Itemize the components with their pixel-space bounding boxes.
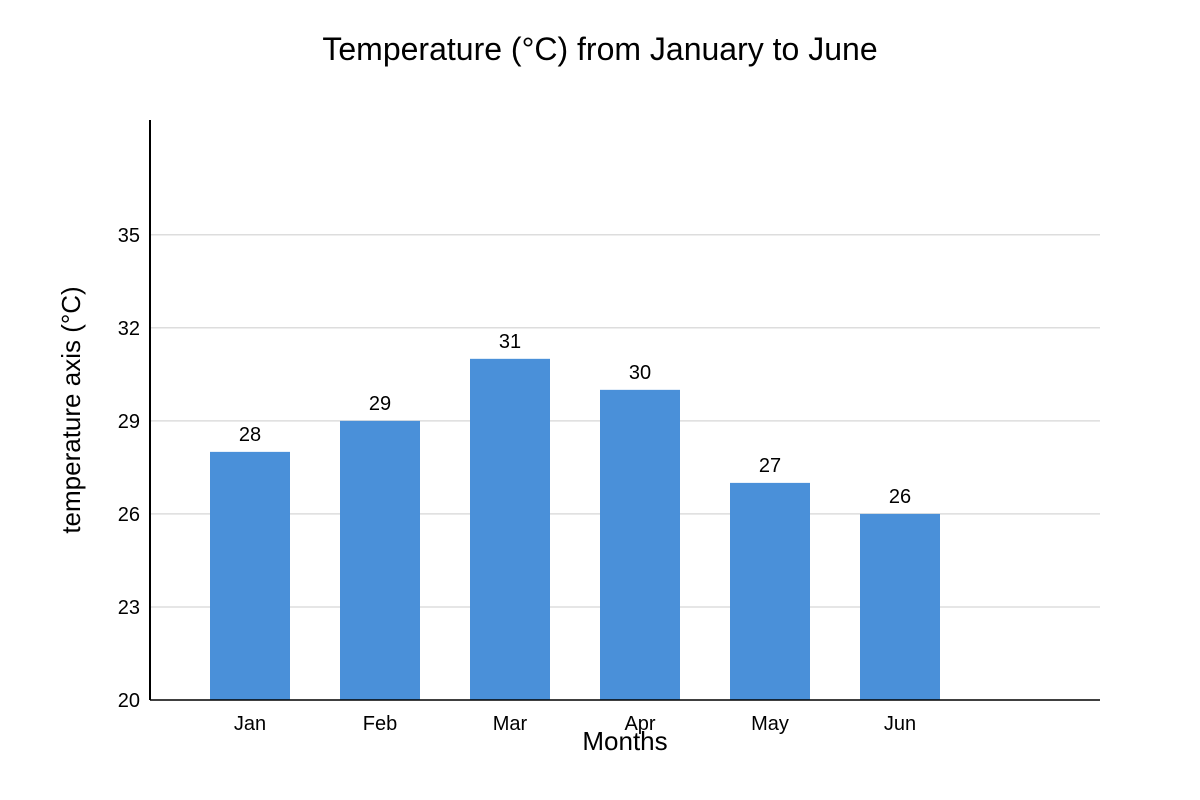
x-axis-title: Months <box>582 726 667 756</box>
value-label-jan: 28 <box>239 424 261 446</box>
value-label-jun: 26 <box>889 486 911 508</box>
chart-title: Temperature (°C) from January to June <box>322 31 877 67</box>
y-tick-label: 32 <box>118 318 140 340</box>
bar-feb <box>340 420 420 700</box>
bar-jan <box>210 451 290 700</box>
x-tick-label-mar: Mar <box>493 713 528 735</box>
bar-jun <box>860 513 940 700</box>
x-tick-label-feb: Feb <box>363 713 397 735</box>
value-label-mar: 31 <box>499 331 521 353</box>
bar-may <box>730 482 810 700</box>
y-tick-label: 29 <box>118 411 140 433</box>
x-tick-label-jun: Jun <box>884 713 916 735</box>
y-tick-label: 20 <box>118 690 140 712</box>
value-labels: 28 29 31 30 27 26 <box>239 331 911 508</box>
y-axis-title: temperature axis (°C) <box>56 286 86 533</box>
value-label-may: 27 <box>759 455 781 477</box>
x-tick-label-jan: Jan <box>234 713 266 735</box>
x-tick-label-apr: Apr <box>624 713 655 735</box>
y-tick-label: 23 <box>118 597 140 619</box>
value-label-apr: 30 <box>629 362 651 384</box>
x-tick-labels: Jan Feb Mar Apr May Jun <box>234 713 916 735</box>
bar-mar <box>470 358 550 700</box>
value-label-feb: 29 <box>369 393 391 415</box>
x-tick-label-may: May <box>751 713 789 735</box>
y-tick-labels: 20 23 26 29 32 35 <box>118 225 140 712</box>
bar-apr <box>600 389 680 700</box>
y-tick-label: 26 <box>118 504 140 526</box>
y-tick-label: 35 <box>118 225 140 247</box>
bars <box>210 358 940 700</box>
